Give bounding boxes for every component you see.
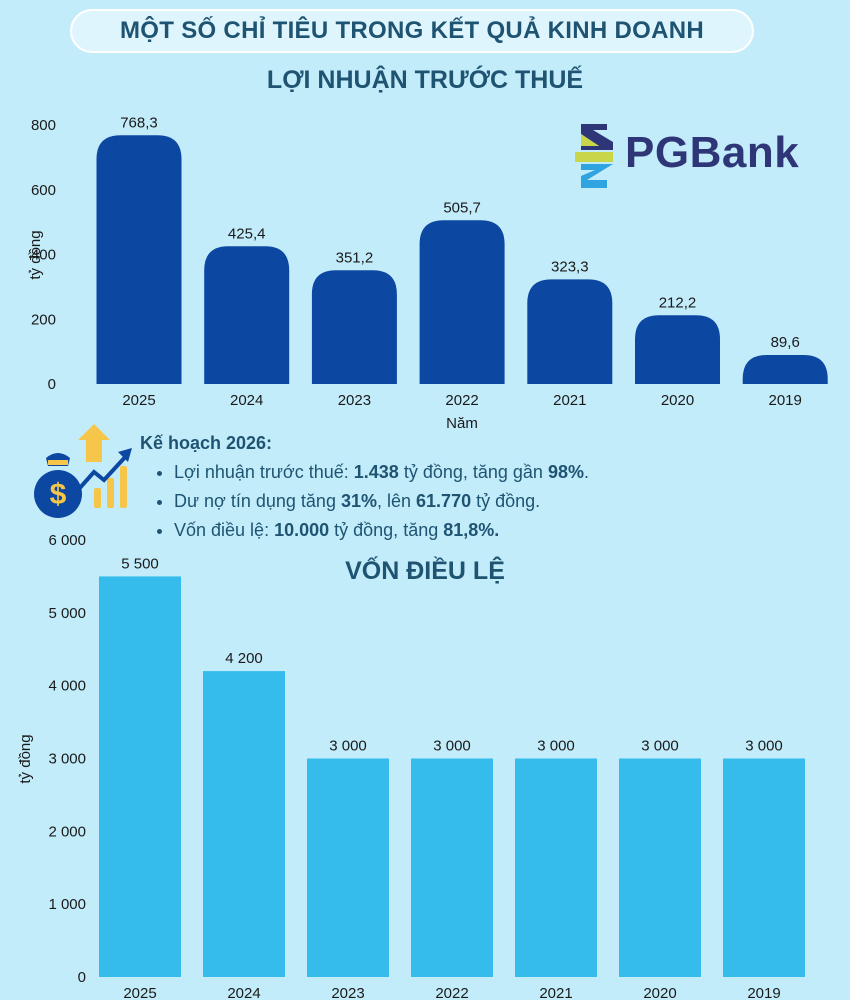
bar bbox=[96, 135, 182, 384]
y-tick-label: 800 bbox=[31, 117, 56, 134]
data-label: 505,7 bbox=[443, 199, 481, 216]
bar bbox=[742, 354, 828, 384]
x-tick-label: 2023 bbox=[331, 985, 364, 1000]
x-tick-label: 2025 bbox=[122, 392, 155, 409]
x-tick-label: 2025 bbox=[123, 985, 156, 1000]
bar bbox=[307, 758, 389, 977]
y-axis-label: tỷ đồng bbox=[17, 734, 34, 783]
x-tick-label: 2021 bbox=[553, 392, 586, 409]
y-tick-label: 400 bbox=[31, 247, 56, 264]
x-tick-label: 2021 bbox=[539, 985, 572, 1000]
x-tick-label: 2020 bbox=[661, 392, 694, 409]
plan-item-text: tỷ đồng, tăng gần bbox=[398, 462, 548, 482]
x-tick-label: 2022 bbox=[435, 985, 468, 1000]
bar bbox=[723, 758, 805, 977]
x-tick-label: 2023 bbox=[338, 392, 371, 409]
plan-heading: Kế hoạch 2026: bbox=[140, 433, 273, 453]
y-tick-label: 0 bbox=[78, 969, 86, 986]
x-tick-label: 2019 bbox=[747, 985, 780, 1000]
pgbank-logo: PGBank bbox=[573, 120, 818, 192]
bar bbox=[203, 671, 285, 977]
bar bbox=[99, 576, 181, 977]
plan-item-text: 1.438 bbox=[353, 462, 399, 482]
plan-item: Dư nợ tín dụng tăng 31%, lên 61.770 tỷ đ… bbox=[174, 487, 589, 516]
bar bbox=[619, 758, 701, 977]
plan-item-text: . bbox=[583, 462, 589, 482]
x-tick-label: 2024 bbox=[227, 985, 260, 1000]
data-label: 425,4 bbox=[228, 225, 266, 242]
data-label: 3 000 bbox=[745, 738, 783, 755]
data-label: 351,2 bbox=[336, 249, 374, 266]
bar bbox=[204, 246, 290, 384]
data-label: 212,2 bbox=[659, 294, 697, 311]
page-title: MỘT SỐ CHỈ TIÊU TRONG KẾT QUẢ KINH DOANH bbox=[120, 17, 704, 44]
profit-chart-title: LỢI NHUẬN TRƯỚC THUẾ bbox=[266, 66, 584, 94]
x-tick-label: 2020 bbox=[643, 985, 676, 1000]
y-tick-label: 6 000 bbox=[48, 532, 86, 549]
plan-item-text: tỷ đồng. bbox=[471, 491, 541, 511]
plan-item: Lợi nhuận trước thuế: 1.438 tỷ đồng, tăn… bbox=[174, 458, 589, 487]
y-tick-label: 2 000 bbox=[48, 823, 86, 840]
y-tick-label: 1 000 bbox=[48, 896, 86, 913]
svg-text:$: $ bbox=[50, 478, 67, 511]
bar bbox=[419, 220, 505, 384]
pgbank-logo-text: PGBank bbox=[625, 128, 800, 177]
bar bbox=[515, 758, 597, 977]
y-tick-label: 200 bbox=[31, 311, 56, 328]
bar bbox=[411, 758, 493, 977]
y-tick-label: 0 bbox=[48, 376, 56, 393]
y-tick-label: 4 000 bbox=[48, 678, 86, 695]
data-label: 3 000 bbox=[537, 738, 575, 755]
plan-item-text: 61.770 bbox=[416, 491, 472, 511]
profit-chart: 0 200 400 600 800 tỷ đồng 768,3 2025 425,4 2024 35… bbox=[27, 114, 828, 432]
bar bbox=[311, 270, 397, 384]
y-tick-label: 5 000 bbox=[48, 605, 86, 622]
plan-item-text: Vốn điều lệ: bbox=[174, 520, 275, 540]
plan-item-text: , lên bbox=[377, 491, 417, 511]
plan-list: Lợi nhuận trước thuế: 1.438 tỷ đồng, tăn… bbox=[144, 458, 589, 545]
plan-item-text: Dư nợ tín dụng tăng bbox=[174, 491, 341, 511]
data-label: 768,3 bbox=[120, 114, 158, 131]
data-label: 89,6 bbox=[771, 334, 800, 351]
capital-chart-title: VỐN ĐIỀU LỆ bbox=[345, 557, 505, 585]
data-label: 3 000 bbox=[433, 738, 471, 755]
x-tick-label: 2022 bbox=[445, 392, 478, 409]
x-tick-label: 2024 bbox=[230, 392, 263, 409]
data-label: 3 000 bbox=[641, 738, 679, 755]
data-label: 4 200 bbox=[225, 650, 263, 667]
data-label: 3 000 bbox=[329, 738, 367, 755]
plan-item-text: 31% bbox=[340, 491, 377, 511]
plan-item-text: 81,8%. bbox=[443, 520, 500, 540]
plan-item-text: tỷ đồng, tăng bbox=[329, 520, 444, 540]
data-label: 5 500 bbox=[121, 555, 159, 572]
bar bbox=[635, 315, 720, 384]
plan-section: $ Kế hoạch 2026: Lợi nhuận trước thuế: 1… bbox=[32, 420, 812, 540]
plan-item-text: 10.000 bbox=[274, 520, 330, 540]
y-tick-label: 600 bbox=[31, 182, 56, 199]
plan-item-text: 98% bbox=[547, 462, 584, 482]
x-axis-label: Năm bbox=[446, 415, 478, 432]
data-label: 323,3 bbox=[551, 258, 589, 275]
plan-item-text: Lợi nhuận trước thuế: bbox=[174, 462, 354, 482]
pgbank-logo-icon bbox=[575, 124, 613, 188]
y-axis-label: tỷ đồng bbox=[27, 230, 44, 279]
header-banner: MỘT SỐ CHỈ TIÊU TRONG KẾT QUẢ KINH DOANH bbox=[70, 9, 754, 53]
y-tick-label: 3 000 bbox=[48, 751, 86, 768]
x-tick-label: 2019 bbox=[769, 392, 802, 409]
plan-item: Vốn điều lệ: 10.000 tỷ đồng, tăng 81,8%. bbox=[174, 516, 589, 545]
bar bbox=[527, 279, 613, 384]
money-growth-icon: $ bbox=[34, 424, 132, 518]
